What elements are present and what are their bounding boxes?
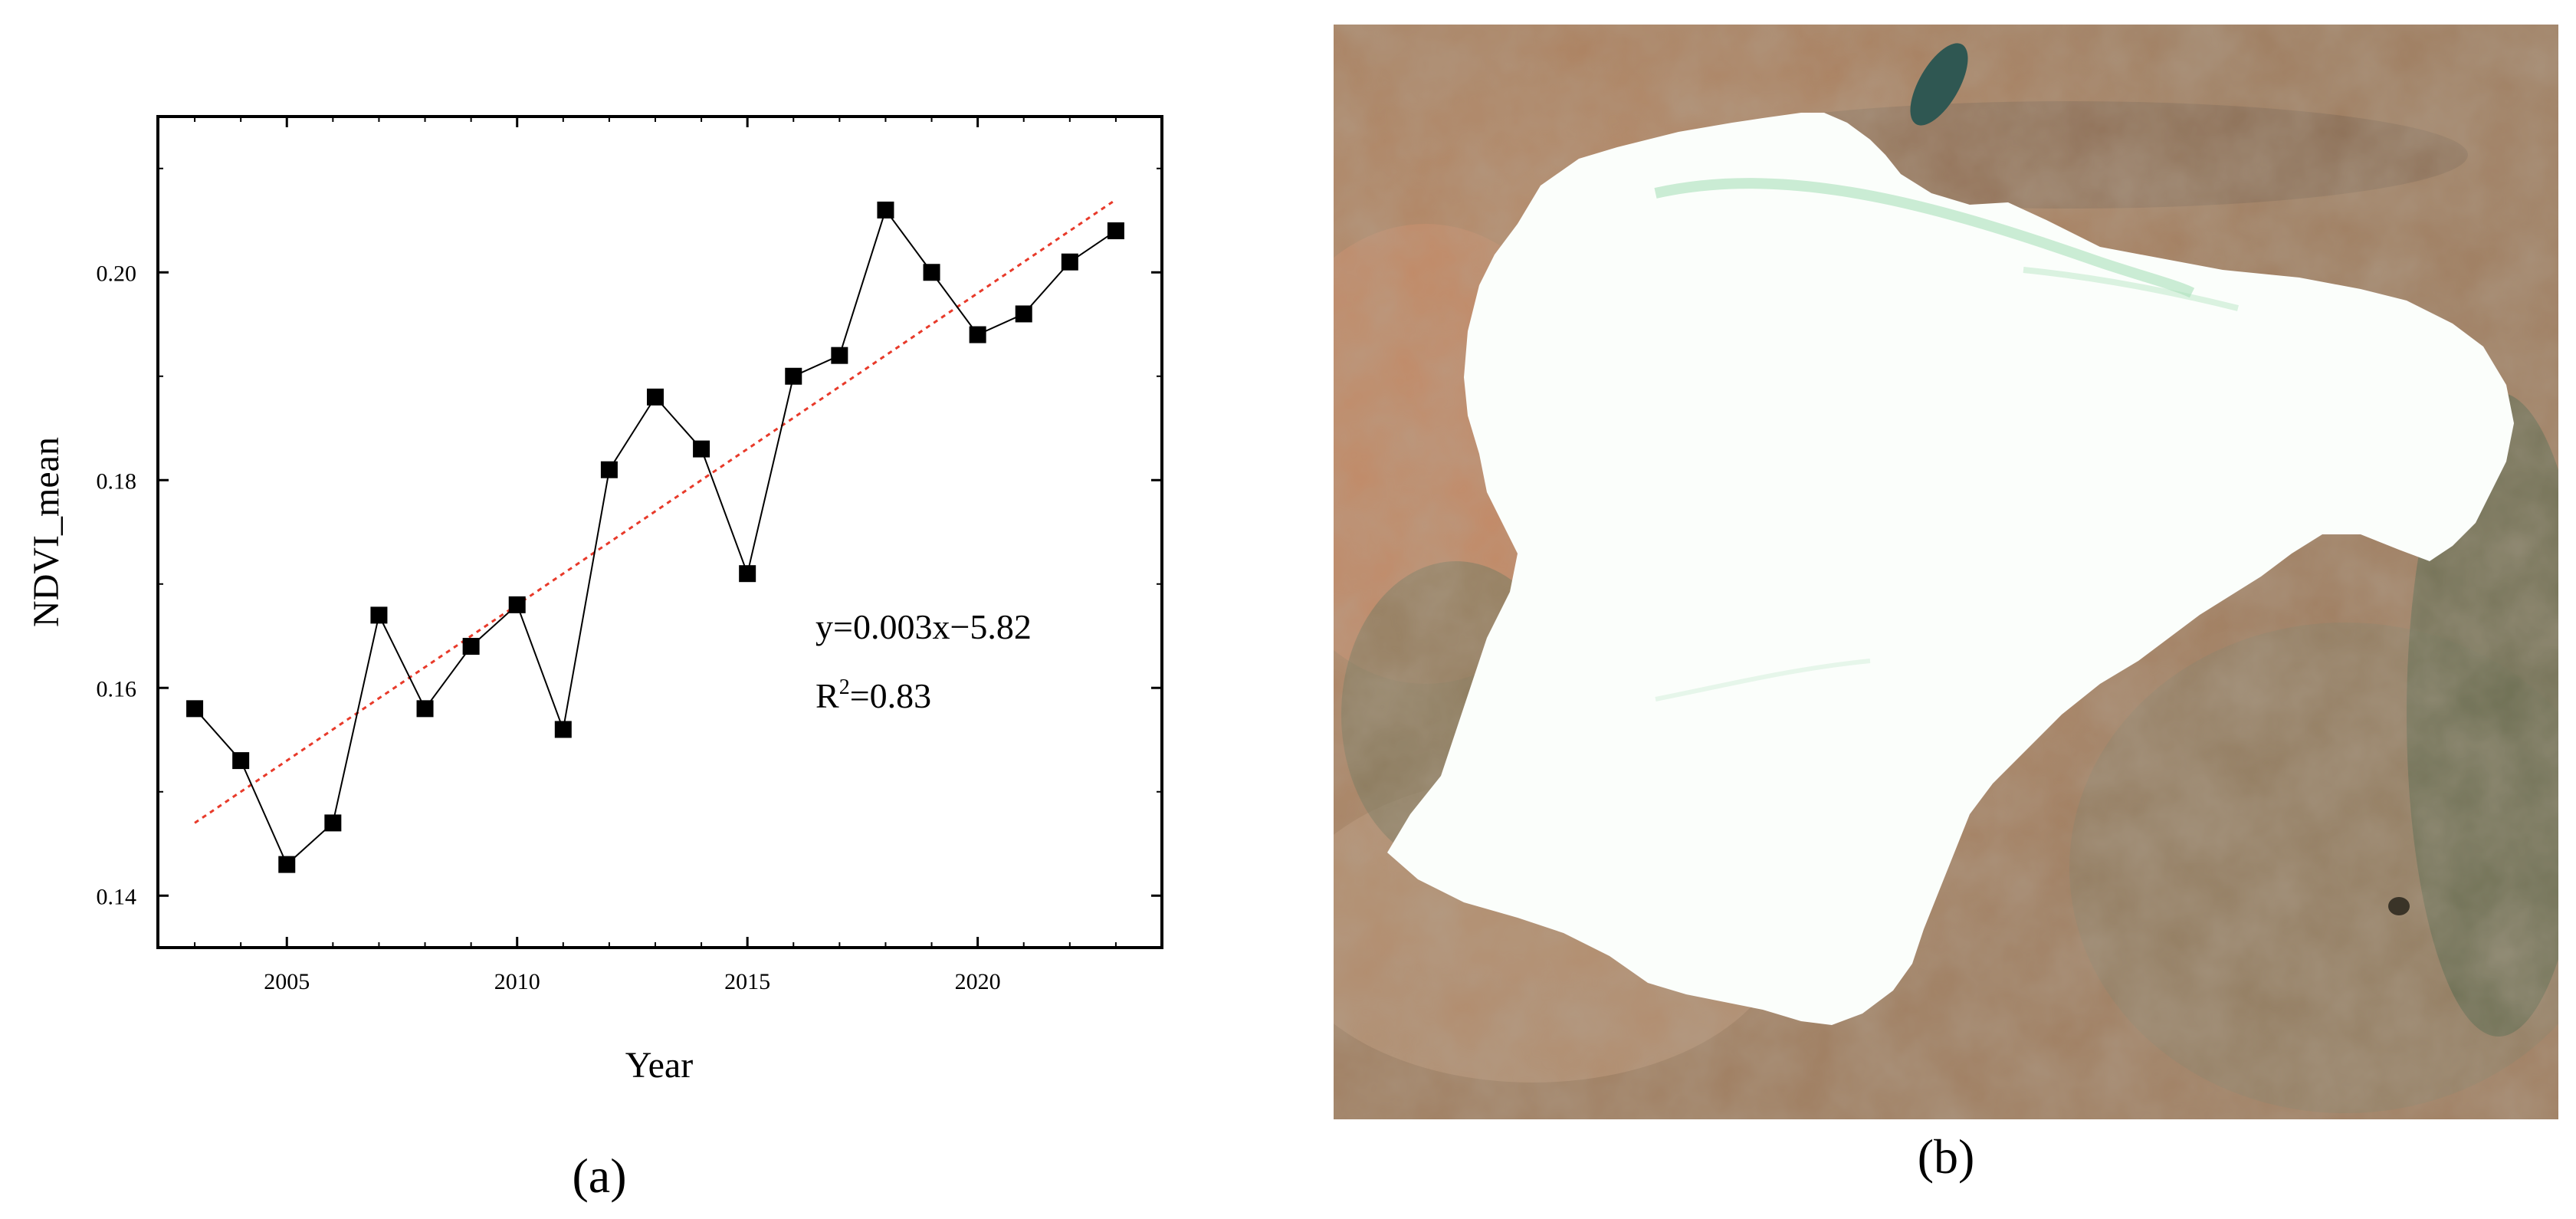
data-point-2020: [969, 326, 986, 343]
data-point-2007: [370, 606, 388, 624]
panel-label-b-container: (b): [1334, 1129, 2558, 1185]
y-tick-label: 0.20: [97, 261, 137, 286]
data-point-2005: [278, 856, 296, 873]
data-point-2014: [693, 440, 710, 458]
regression-equation: y=0.003x−5.82: [815, 607, 1032, 646]
r-squared-annotation: R2=0.83: [815, 675, 931, 715]
r2-prefix: R: [815, 676, 839, 715]
ndvi-chart: 2005 2010 2015 2020 0.14 0.16 0.18 0.20 Year ND…: [26, 115, 1163, 1203]
data-point-2010: [508, 596, 526, 613]
series-markers: [186, 201, 1124, 873]
y-axis-title: NDVI_mean: [26, 437, 67, 627]
series-line: [194, 208, 1117, 866]
y-tick-label: 0.18: [97, 468, 137, 494]
data-point-2017: [831, 347, 848, 364]
data-point-2022: [1061, 253, 1078, 271]
r2-superscript: 2: [839, 675, 850, 699]
axis-tick-labels: 2005 2010 2015 2020 0.14 0.16 0.18 0.20: [97, 261, 1001, 994]
x-tick-label: 2015: [724, 969, 770, 994]
data-point-2018: [877, 201, 894, 219]
y-tick-label: 0.16: [97, 676, 137, 702]
panel-label-b: (b): [1917, 1129, 1975, 1184]
x-tick-label: 2010: [494, 969, 540, 994]
r2-value: =0.83: [850, 676, 931, 715]
axis-ticks: [158, 117, 1162, 948]
satellite-map-image: [1334, 25, 2558, 1119]
data-point-2009: [462, 638, 480, 656]
x-tick-label: 2005: [264, 969, 310, 994]
data-point-2016: [785, 367, 802, 385]
data-point-2011: [554, 721, 572, 738]
data-point-2021: [1015, 305, 1032, 323]
data-point-2003: [186, 700, 204, 718]
data-point-2023: [1107, 222, 1124, 240]
data-point-2019: [923, 264, 940, 281]
study-area-mask: [1387, 113, 2514, 1025]
x-tick-label: 2020: [955, 969, 1001, 994]
data-point-2015: [739, 565, 756, 583]
plot-frame: [156, 115, 1163, 949]
x-axis-title: Year: [625, 1045, 693, 1086]
data-point-2013: [646, 388, 664, 406]
data-point-2008: [416, 700, 434, 718]
data-point-2006: [324, 814, 342, 832]
trend-line: [194, 199, 1117, 824]
data-point-2004: [232, 752, 250, 770]
y-tick-label: 0.14: [97, 884, 137, 909]
data-point-2012: [600, 461, 618, 478]
panel-label-a: (a): [572, 1148, 626, 1203]
